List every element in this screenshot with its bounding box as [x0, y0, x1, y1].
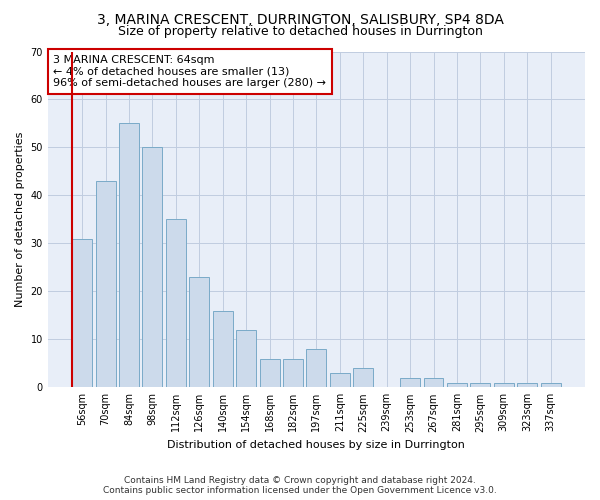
- Bar: [424, 378, 443, 388]
- Y-axis label: Number of detached properties: Number of detached properties: [15, 132, 25, 307]
- X-axis label: Distribution of detached houses by size in Durrington: Distribution of detached houses by size …: [167, 440, 466, 450]
- Bar: [494, 382, 514, 388]
- Bar: [190, 277, 209, 388]
- Bar: [260, 358, 280, 388]
- Bar: [353, 368, 373, 388]
- Bar: [400, 378, 420, 388]
- Bar: [283, 358, 303, 388]
- Bar: [307, 349, 326, 388]
- Bar: [236, 330, 256, 388]
- Text: Contains HM Land Registry data © Crown copyright and database right 2024.
Contai: Contains HM Land Registry data © Crown c…: [103, 476, 497, 495]
- Bar: [447, 382, 467, 388]
- Bar: [517, 382, 537, 388]
- Bar: [95, 181, 116, 388]
- Text: 3, MARINA CRESCENT, DURRINGTON, SALISBURY, SP4 8DA: 3, MARINA CRESCENT, DURRINGTON, SALISBUR…: [97, 12, 503, 26]
- Text: 3 MARINA CRESCENT: 64sqm
← 4% of detached houses are smaller (13)
96% of semi-de: 3 MARINA CRESCENT: 64sqm ← 4% of detache…: [53, 55, 326, 88]
- Text: Size of property relative to detached houses in Durrington: Size of property relative to detached ho…: [118, 25, 482, 38]
- Bar: [119, 124, 139, 388]
- Bar: [142, 148, 163, 388]
- Bar: [72, 238, 92, 388]
- Bar: [166, 220, 186, 388]
- Bar: [330, 373, 350, 388]
- Bar: [541, 382, 560, 388]
- Bar: [213, 310, 233, 388]
- Bar: [470, 382, 490, 388]
